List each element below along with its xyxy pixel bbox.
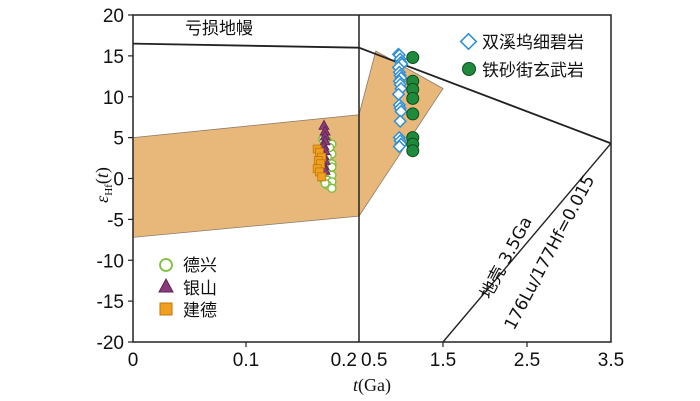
- point-tieshajie: [406, 91, 420, 105]
- legend-bottom-left: 德兴 银山 建德: [158, 256, 217, 321]
- y-axis-title: εHf(t): [92, 167, 115, 203]
- legend-label-tieshajie: 铁砂街玄武岩: [482, 61, 584, 81]
- y-tick-label: -20: [97, 333, 124, 354]
- x-tick-label: 2.5: [514, 350, 540, 371]
- y-tick-label: -15: [97, 292, 124, 313]
- legend-marker-yinshan: [158, 277, 174, 293]
- y-tick-label: -10: [97, 251, 124, 272]
- point-shuangxiwu: [391, 87, 406, 102]
- y-tick-label: -5: [107, 210, 124, 231]
- x-tick-label: 3.5: [598, 350, 624, 371]
- legend-marker-tieshajie: [462, 62, 476, 76]
- point-tieshajie: [406, 107, 420, 121]
- legend-marker-shuangxiwu: [459, 32, 478, 51]
- point-shuangxiwu: [392, 139, 407, 154]
- legend-marker-dexing: [159, 258, 173, 272]
- point-dexing: [327, 183, 337, 194]
- point-jiande: [317, 172, 327, 182]
- x-tick-label: 1.5: [430, 350, 456, 371]
- x-tick-label: 0.1: [233, 350, 259, 371]
- point-shuangxiwu: [394, 104, 408, 119]
- crust-evolution-line: [442, 142, 612, 343]
- legend-label-yinshan: 银山: [183, 279, 217, 299]
- legend-top-right: 双溪坞细碧岩 铁砂街玄武岩: [459, 32, 584, 81]
- x-tick-label: 0.5: [361, 350, 387, 371]
- legend-label-jiande: 建德: [183, 301, 217, 321]
- y-tick-label: 10: [103, 88, 124, 109]
- point-shuangxiwu: [393, 114, 407, 128]
- data-points-layer: [312, 47, 420, 194]
- y-tick-label: 0: [113, 170, 124, 191]
- x-tick-label: 0.2: [331, 350, 357, 371]
- depleted-mantle-label: 亏损地幔: [185, 19, 253, 39]
- point-tieshajie: [406, 51, 420, 65]
- x-axis-title: t(Ga): [353, 375, 391, 396]
- legend-marker-jiande: [159, 302, 173, 316]
- y-tick-label: 20: [103, 6, 124, 27]
- point-tieshajie: [406, 144, 420, 158]
- y-tick-label: 15: [103, 47, 124, 68]
- y-tick-label: 5: [113, 129, 124, 150]
- legend-label-shuangxiwu: 双溪坞细碧岩: [482, 33, 584, 53]
- x-tick-label: 0: [128, 350, 139, 371]
- legend-label-dexing: 德兴: [183, 256, 217, 276]
